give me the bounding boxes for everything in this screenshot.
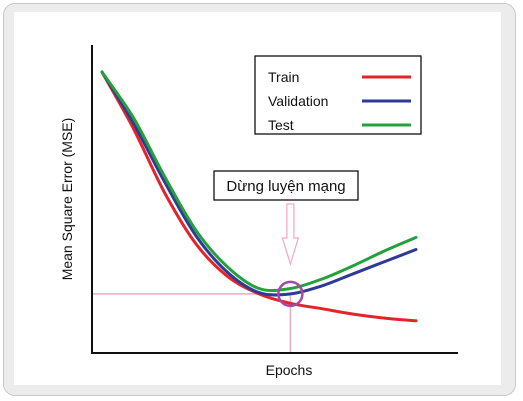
annotation-text: Dừng luyện mạng: [226, 178, 345, 195]
stop-circle: [277, 280, 304, 308]
legend-label-validation: Validation: [268, 93, 328, 109]
figure-panel: Dừng luyện mạng Train Validation Test Epoc…: [14, 12, 501, 385]
stop-guides: [92, 293, 292, 353]
legend-label-train: Train: [268, 69, 299, 85]
series-line-validation: [100, 70, 418, 297]
series-line-test: [100, 70, 418, 293]
axes: [91, 45, 458, 354]
legend: Train Validation Test: [254, 55, 422, 135]
annotation-arrow: [281, 203, 300, 267]
legend-label-test: Test: [268, 117, 294, 133]
legend-box: [254, 55, 422, 135]
x-axis-label: Epochs: [266, 362, 313, 378]
series-lines: [100, 70, 418, 323]
chart: Dừng luyện mạng Train Validation Test Epoc…: [59, 45, 458, 378]
y-axis-label: Mean Square Error (MSE): [59, 118, 75, 281]
annotation: Dừng luyện mạng: [213, 170, 359, 267]
annotation-box: [213, 170, 359, 201]
stop-marker: [277, 280, 304, 308]
